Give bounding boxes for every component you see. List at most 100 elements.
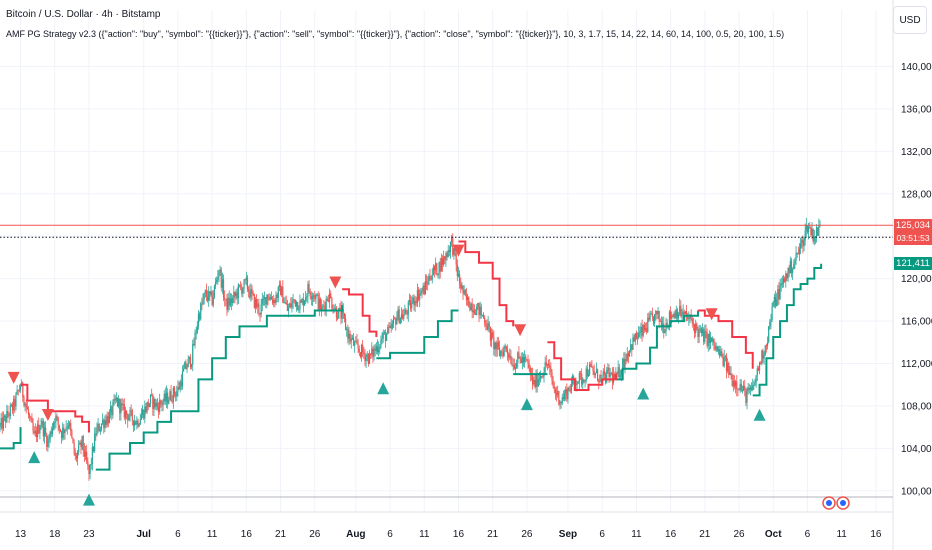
candle-body [476, 306, 478, 316]
candle-body [30, 417, 32, 419]
candle-body [326, 298, 328, 301]
candle-body [446, 253, 448, 257]
candle-body [267, 294, 269, 300]
candle-body [744, 385, 746, 390]
candle-body [113, 398, 115, 403]
candle-body [372, 348, 374, 357]
trailing-stop-down-line [458, 240, 515, 327]
time-axis-label: 11 [207, 529, 218, 540]
trailing-stop-up-line [615, 310, 699, 381]
candle-body [659, 321, 661, 323]
candle-body [308, 284, 310, 292]
candle-body [441, 258, 444, 265]
candle-body [16, 390, 18, 395]
candle-body [50, 431, 52, 435]
candle-body [329, 293, 331, 302]
candle-body [581, 373, 583, 385]
candle-body [58, 424, 60, 430]
candle-body [634, 333, 636, 342]
candle-body [498, 347, 501, 356]
candle-body [666, 323, 668, 327]
candle-body [511, 363, 513, 366]
candle-body [438, 262, 440, 275]
candle-body [187, 359, 189, 368]
candle-body [565, 389, 567, 394]
candle-body [453, 248, 455, 256]
candle-body [415, 301, 417, 304]
candle-body [169, 391, 171, 401]
candle-body [550, 367, 552, 373]
candle-body [70, 423, 72, 431]
candle-body [486, 325, 488, 330]
candle-body [583, 379, 585, 382]
candle-body [719, 349, 721, 356]
candle-body [139, 419, 141, 425]
candle-body [607, 367, 609, 371]
candle-body [349, 333, 351, 342]
candle-body [463, 290, 465, 294]
candle-body [362, 344, 364, 353]
last-price-tag: 125,034 [894, 218, 932, 232]
candle-body [469, 307, 471, 311]
candle-body [481, 314, 484, 316]
time-axis-label: 26 [521, 529, 533, 540]
strategy-legend[interactable]: AMF PG Strategy v2.3 ({"action": "buy", … [6, 29, 785, 39]
time-axis-label: 21 [699, 529, 711, 540]
candle-body [692, 323, 695, 325]
candle-body [130, 410, 132, 412]
candle-body [234, 292, 236, 297]
currency-button[interactable]: USD [893, 6, 927, 34]
candle-body [602, 371, 604, 376]
candle-body [646, 328, 648, 332]
candle-body [736, 381, 738, 390]
candle-body [656, 310, 658, 315]
price-axis-label: 140,000 [901, 62, 932, 73]
candle-body [445, 253, 447, 261]
candle-body [235, 292, 237, 297]
candle-body [598, 380, 600, 383]
candle-body [688, 318, 690, 320]
candle-body [208, 291, 210, 301]
time-axis-label: 11 [631, 529, 642, 540]
candle-body [287, 307, 290, 311]
candle-body [454, 248, 456, 254]
candle-body [715, 346, 717, 350]
sell-signal-icon [705, 308, 718, 321]
candle-body [351, 337, 354, 339]
candle-body [198, 313, 201, 320]
candle-body [51, 428, 54, 435]
candle-body [794, 260, 796, 265]
candle-body [33, 431, 35, 434]
candle-body [265, 297, 267, 305]
candle-body [412, 297, 414, 303]
candle-body [375, 346, 377, 351]
candle-body [245, 277, 247, 280]
candle-body [241, 287, 243, 294]
time-axis-label: 21 [275, 529, 287, 540]
candle-body [105, 420, 107, 425]
candle-body [209, 291, 211, 295]
candle-body [177, 387, 179, 392]
candle-body [73, 442, 75, 453]
candle-body [516, 362, 518, 368]
candle-body [769, 321, 771, 327]
candle-body [319, 298, 322, 311]
candle-body [71, 430, 73, 438]
candle-body [309, 291, 311, 297]
candle-body [165, 392, 168, 401]
candle-body [167, 392, 169, 404]
candle-body [648, 317, 650, 320]
candle-body [478, 302, 480, 316]
candle-body [7, 411, 9, 416]
symbol-title[interactable]: Bitcoin / U.S. Dollar · 4h · Bitstamp [6, 9, 161, 20]
candle-body [651, 313, 653, 317]
candle-body [746, 391, 748, 403]
candle-body [219, 269, 221, 271]
candle-body [38, 424, 40, 434]
candle-body [724, 356, 726, 358]
candle-body [780, 283, 782, 286]
candle-body [695, 323, 697, 334]
candle-body [114, 398, 116, 401]
candle-body [452, 237, 454, 256]
